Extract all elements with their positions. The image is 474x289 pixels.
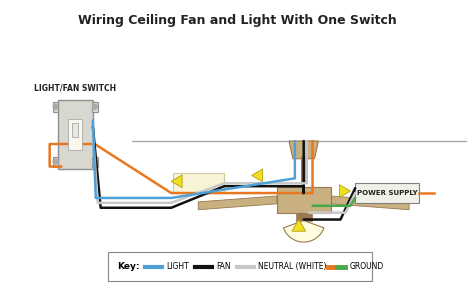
- Text: LIGHT: LIGHT: [166, 262, 189, 271]
- Circle shape: [53, 159, 58, 164]
- Text: LIGHT/FAN SWITCH: LIGHT/FAN SWITCH: [34, 83, 116, 92]
- Polygon shape: [171, 175, 182, 188]
- Bar: [92, 157, 98, 166]
- Wedge shape: [283, 221, 324, 242]
- Text: POWER SUPPLY: POWER SUPPLY: [357, 190, 418, 196]
- Bar: [68, 118, 82, 150]
- Bar: [173, 173, 224, 193]
- Circle shape: [92, 104, 97, 109]
- Bar: [92, 102, 98, 112]
- Polygon shape: [292, 220, 306, 231]
- Text: NEUTRAL (WHITE): NEUTRAL (WHITE): [258, 262, 327, 271]
- Bar: [108, 252, 373, 281]
- Polygon shape: [198, 196, 277, 210]
- Polygon shape: [339, 185, 350, 197]
- Bar: [53, 102, 58, 112]
- Text: GROUND: GROUND: [349, 262, 383, 271]
- Circle shape: [92, 159, 97, 164]
- Bar: [72, 123, 78, 137]
- Polygon shape: [252, 169, 263, 182]
- Text: FAN: FAN: [217, 262, 231, 271]
- Polygon shape: [331, 196, 409, 210]
- Bar: [53, 157, 58, 166]
- Circle shape: [53, 104, 58, 109]
- Bar: [355, 183, 419, 203]
- Bar: [296, 213, 311, 221]
- Text: Key:: Key:: [118, 262, 140, 271]
- Bar: [57, 100, 93, 168]
- Polygon shape: [289, 141, 319, 159]
- Bar: [277, 187, 331, 213]
- Text: Wiring Ceiling Fan and Light With One Switch: Wiring Ceiling Fan and Light With One Sw…: [78, 14, 396, 27]
